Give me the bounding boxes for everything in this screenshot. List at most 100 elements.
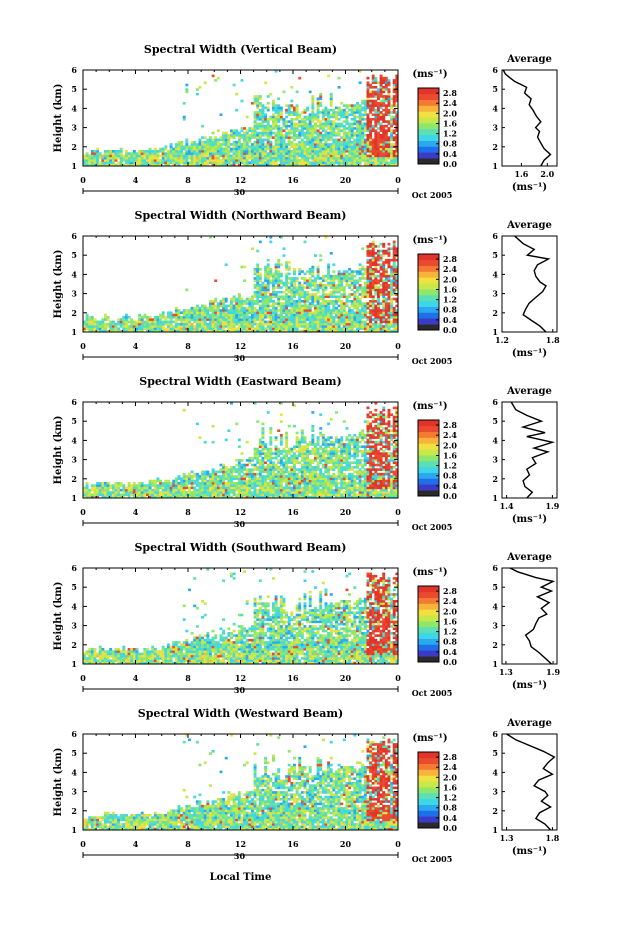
heatmap-cell (342, 320, 346, 324)
heatmap-cell (227, 143, 231, 146)
heatmap-cell (285, 108, 289, 112)
heatmap-cell (371, 254, 375, 257)
heatmap-cell (209, 161, 212, 165)
heatmap-cell (167, 327, 170, 331)
heatmap-cell (138, 327, 142, 331)
heatmap-cell (172, 150, 176, 153)
heatmap-cell (111, 329, 115, 333)
heatmap-cell (342, 120, 346, 123)
heatmap-cell (274, 313, 278, 317)
heatmap-cell (172, 482, 176, 485)
heatmap-cell (395, 86, 399, 89)
heatmap-cell (306, 159, 310, 162)
heatmap-cell (109, 493, 113, 497)
heatmap-cell (125, 493, 128, 497)
heatmap-cell (384, 140, 388, 144)
heatmap-cell (169, 322, 173, 326)
heatmap-cell (156, 320, 160, 324)
heatmap-cell (345, 329, 349, 333)
heatmap-cell (195, 304, 199, 308)
heatmap-cell (319, 322, 323, 326)
heatmap-cell (353, 302, 357, 305)
heatmap-cell (300, 154, 304, 158)
heatmap-cell (377, 254, 380, 257)
heatmap-cell (135, 161, 139, 165)
heatmap-cell (198, 150, 202, 153)
heatmap-cell (264, 129, 268, 133)
heatmap-cell (358, 313, 362, 317)
heatmap-cell (377, 127, 380, 130)
heatmap-cell (277, 277, 281, 280)
heatmap-cell (245, 156, 249, 160)
heatmap-cell (88, 159, 92, 162)
heatmap-cell (243, 495, 247, 499)
heatmap-cell (390, 143, 394, 146)
heatmap-cell (345, 154, 349, 158)
heatmap-cell (311, 154, 315, 158)
heatmap-cell (222, 300, 226, 303)
heatmap-cell (261, 288, 265, 292)
heatmap-cell (363, 156, 367, 160)
heatmap-cell (290, 104, 294, 107)
heatmap-cell (392, 150, 396, 153)
heatmap-cell (387, 284, 391, 287)
heatmap-cell (290, 293, 294, 296)
heatmap-cell (237, 154, 241, 158)
heatmap-cell (209, 147, 212, 151)
heatmap-cell (361, 150, 365, 153)
heatmap-cell (290, 325, 294, 328)
heatmap-cell (245, 300, 249, 303)
heatmap-cell (298, 147, 302, 151)
heatmap-cell (366, 90, 370, 94)
heatmap-cell (256, 482, 260, 485)
heatmap-cell (185, 90, 189, 94)
heatmap-cell (390, 297, 394, 301)
heatmap-cell (161, 329, 165, 333)
heatmap-cell (230, 320, 233, 324)
heatmap-cell (232, 163, 236, 167)
heatmap-cell (106, 152, 110, 155)
heatmap-cell (390, 281, 394, 285)
heatmap-cell (235, 302, 239, 305)
heatmap-cell (230, 470, 233, 474)
heatmap-cell (374, 300, 378, 303)
heatmap-cell (382, 118, 386, 121)
profile-x-tick-label: 1.8 (546, 335, 560, 345)
heatmap-cell (379, 272, 383, 276)
heatmap-cell (390, 159, 394, 162)
heatmap-cell (201, 140, 205, 144)
heatmap-cell (316, 159, 320, 162)
heatmap-cell (324, 325, 328, 328)
heatmap-cell (327, 163, 331, 167)
heatmap-cell (211, 468, 215, 471)
heatmap-cell (300, 286, 304, 289)
heatmap-cell (180, 154, 184, 158)
heatmap-cell (332, 318, 336, 321)
heatmap-cell (245, 459, 249, 462)
profile-y-tick-label: 1 (492, 327, 498, 337)
heatmap-cell (361, 108, 365, 112)
heatmap-cell (227, 472, 231, 476)
heatmap-cell (224, 156, 228, 160)
heatmap-cell (287, 150, 291, 153)
heatmap-cell (358, 325, 362, 328)
heatmap-cell (314, 129, 317, 133)
heatmap-cell (211, 154, 215, 158)
heatmap-cell (287, 147, 291, 151)
heatmap-cell (159, 327, 163, 331)
heatmap-cell (287, 138, 291, 142)
heatmap-cell (285, 297, 289, 301)
heatmap-cell (369, 111, 373, 114)
heatmap-cell (188, 150, 191, 153)
heatmap-cell (227, 470, 231, 474)
heatmap-cell (253, 313, 257, 317)
heatmap-cell (379, 122, 383, 126)
heatmap-cell (274, 320, 278, 324)
heatmap-cell (138, 161, 142, 165)
heatmap-cell (337, 76, 341, 80)
heatmap-cell (366, 293, 370, 296)
heatmap-cell (337, 163, 341, 167)
heatmap-cell (148, 147, 152, 151)
heatmap-cell (206, 327, 210, 331)
heatmap-cell (230, 488, 233, 492)
